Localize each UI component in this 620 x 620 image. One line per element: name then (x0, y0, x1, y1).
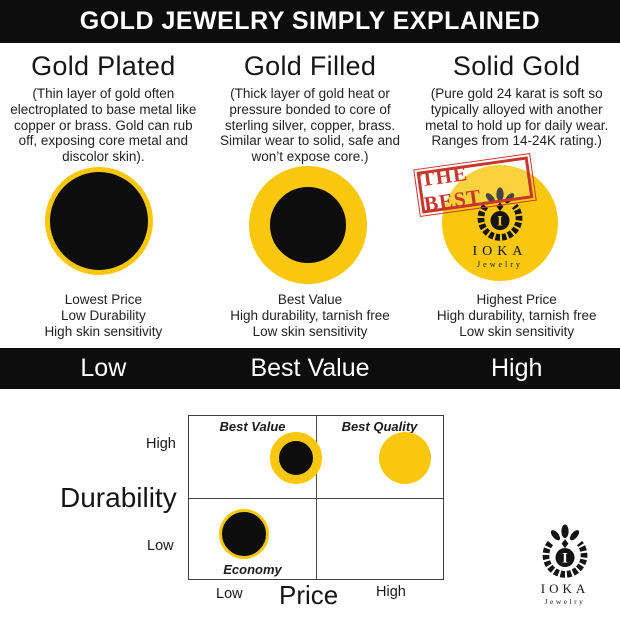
price-durability-chart: Best Value Best Quality Economy (188, 415, 444, 580)
page-title: GOLD JEWELRY SIMPLY EXPLAINED (79, 7, 541, 35)
solid-gold-stats: Highest Price High durability, tarnish f… (413, 292, 620, 340)
stat-line: Low Durability (60, 308, 146, 323)
stat-line: Lowest Price (64, 292, 142, 307)
column-gold-plated: Gold Plated (Thin layer of gold often el… (0, 51, 207, 165)
ioka-logo-name: IOKA (472, 244, 528, 259)
x-tick-low: Low (216, 586, 243, 602)
y-axis-label: Durability (60, 482, 177, 513)
quadrant-label-best-value: Best Value (219, 419, 286, 434)
y-tick-low: Low (147, 538, 174, 554)
stat-line: High durability, tarnish free (436, 308, 597, 323)
ioka-logo-subtitle: Jewelry (544, 597, 586, 606)
quadrant-label-economy: Economy (223, 562, 282, 577)
chart-point-best-value (269, 432, 322, 485)
gold-filled-stats: Best Value High durability, tarnish free… (207, 292, 414, 340)
footer-brand-logo: IOKA Jewelry (523, 524, 607, 606)
scale-label-best-value: Best Value (250, 354, 370, 382)
ioka-crest-icon (536, 524, 594, 580)
scale-label-low: Low (80, 354, 127, 382)
ioka-logo-subtitle: Jewelry (477, 260, 523, 269)
gold-plated-swatch (45, 167, 153, 275)
gold-plated-title: Gold Plated (31, 51, 176, 81)
column-stats: Lowest Price Low Durability High skin se… (0, 292, 620, 340)
solid-gold-description: (Pure gold 24 karat is soft so typically… (425, 86, 609, 149)
y-tick-high: High (146, 436, 176, 452)
column-gold-filled: Gold Filled (Thick layer of gold heat or… (207, 51, 414, 165)
gold-plated-description: (Thin layer of gold often electroplated … (10, 86, 197, 165)
stat-line: High durability, tarnish free (230, 308, 390, 323)
scale-label-high: High (490, 354, 543, 382)
gold-filled-swatch (249, 166, 367, 284)
gold-filled-title: Gold Filled (243, 51, 377, 81)
x-tick-high: High (376, 584, 406, 600)
column-solid-gold: Solid Gold (Pure gold 24 karat is soft s… (413, 51, 620, 165)
scale-banner: Low Best Value High (0, 348, 620, 389)
gold-plated-stats: Lowest Price Low Durability High skin se… (0, 292, 207, 340)
stat-line: Highest Price (476, 292, 557, 307)
quadrant-label-best-quality: Best Quality (341, 419, 418, 434)
stat-line: Best Value (277, 292, 343, 307)
x-axis-label: Price (279, 580, 339, 610)
solid-gold-title: Solid Gold (452, 51, 581, 81)
chart-point-economy (218, 509, 269, 560)
column-headings: Gold Plated (Thin layer of gold often el… (0, 51, 620, 165)
chart-horizontal-divider (189, 497, 443, 499)
gold-filled-description: (Thick layer of gold heat or pressure bo… (219, 86, 401, 165)
stat-line: High skin sensitivity (44, 324, 163, 339)
solid-gold-swatch: IOKA Jewelry (442, 165, 558, 281)
chart-point-best-quality (378, 432, 431, 485)
ioka-logo-name: IOKA (540, 581, 590, 596)
stat-line: Low skin sensitivity (252, 324, 368, 339)
header-banner: GOLD JEWELRY SIMPLY EXPLAINED (0, 0, 620, 43)
stat-line: Low skin sensitivity (459, 324, 575, 339)
